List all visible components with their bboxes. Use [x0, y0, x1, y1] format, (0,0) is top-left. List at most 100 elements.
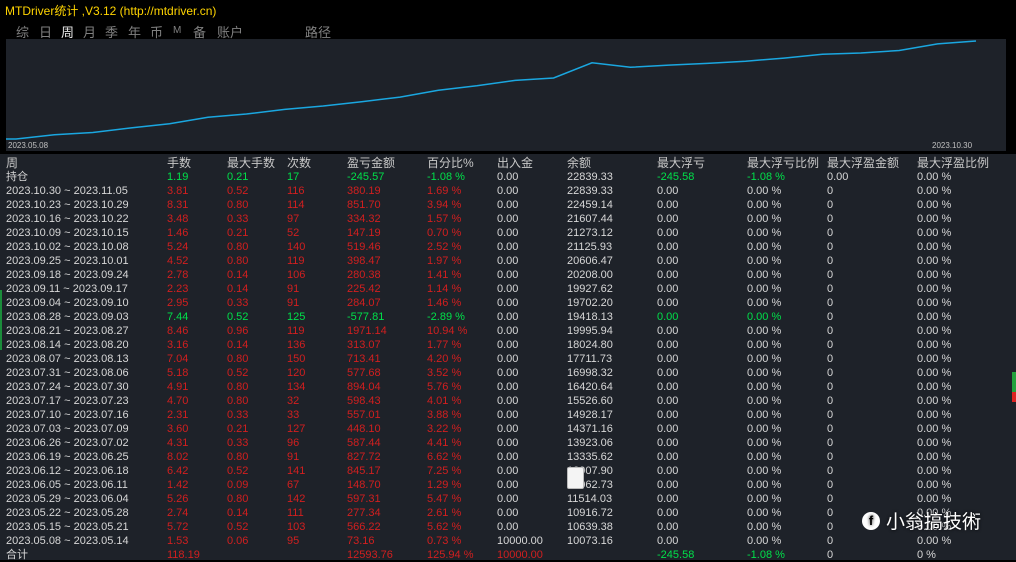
cell-max-float-loss-ratio: 0.00 %	[747, 241, 782, 253]
cell-trades: 141	[287, 465, 306, 477]
cell-max-float-profit-ratio: 0.00 %	[917, 465, 952, 477]
cell-max-float-profit-ratio: 0.00 %	[917, 227, 952, 239]
cell-trades: 142	[287, 493, 306, 505]
cell-balance: 10639.38	[567, 521, 613, 533]
tab-8[interactable]: 备	[193, 25, 207, 40]
cell-pct: 0.70 %	[427, 227, 462, 239]
tab-10[interactable]: 路径	[305, 25, 332, 40]
cell-pct: 3.52 %	[427, 367, 462, 379]
cell-trades: 52	[287, 227, 300, 239]
cell-week: 2023.08.21 ~ 2023.08.27	[6, 325, 129, 337]
cell-max-float-profit: 0	[827, 269, 834, 281]
cell-max-lots: 0.14	[227, 283, 249, 295]
cell-balance: 11514.03	[567, 493, 613, 505]
tab-5[interactable]: 年	[128, 25, 142, 40]
cell-week: 2023.07.03 ~ 2023.07.09	[6, 423, 129, 435]
cell-deposit: 0.00	[497, 255, 519, 267]
cell-max-lots: 0.80	[227, 493, 249, 505]
cell-week: 2023.10.16 ~ 2023.10.22	[6, 213, 129, 225]
cell-max-float-profit-ratio: 0.00 %	[917, 479, 952, 491]
cell-pnl: 398.47	[347, 255, 381, 267]
cell-deposit: 0.00	[497, 185, 519, 197]
tab-4[interactable]: 季	[105, 25, 119, 40]
cell-max-float-profit-ratio: 0.00 %	[917, 381, 952, 393]
total-deposit: 10000.00	[497, 549, 543, 561]
tab-9[interactable]: 账户	[217, 25, 244, 40]
cell-trades: 67	[287, 479, 300, 491]
cell-max-float-loss-ratio: 0.00 %	[747, 339, 782, 351]
cell-deposit: 0.00	[497, 521, 519, 533]
cell-max-float-loss-ratio: 0.00 %	[747, 269, 782, 281]
cell-deposit: 0.00	[497, 199, 519, 211]
cell-pnl: 827.72	[347, 451, 381, 463]
cell-trades: 33	[287, 409, 300, 421]
cell-lots: 2.23	[167, 283, 189, 295]
facebook-logo-icon: f	[862, 511, 880, 530]
header-max-float-profit-ratio: 最大浮盈比例	[917, 156, 990, 170]
cell-pnl: 577.68	[347, 367, 381, 379]
cell-pct: 4.20 %	[427, 353, 462, 365]
watermark-text: 小翁搞技術	[886, 512, 982, 533]
cell-lots: 3.16	[167, 339, 189, 351]
tab-3[interactable]: 月	[83, 25, 97, 40]
cell-lots: 5.18	[167, 367, 189, 379]
cell-pct: 7.25 %	[427, 465, 462, 477]
cell-max-float-loss: 0.00	[657, 381, 679, 393]
cell-balance: 13335.62	[567, 451, 613, 463]
cell-max-float-profit: 0	[827, 353, 834, 365]
cell-max-float-loss: 0.00	[657, 493, 679, 505]
cell-max-lots: 0.80	[227, 241, 249, 253]
cell-deposit: 0.00	[497, 451, 519, 463]
cell-lots: 6.42	[167, 465, 189, 477]
cell-lots: 4.52	[167, 255, 189, 267]
cell-max-float-profit-ratio: 0.00 %	[917, 521, 952, 533]
tab-6[interactable]: 币	[150, 25, 164, 40]
cell-pct: 5.76 %	[427, 381, 462, 393]
cell-week: 2023.10.09 ~ 2023.10.15	[6, 227, 129, 239]
cell-lots: 8.46	[167, 325, 189, 337]
cell-deposit: 0.00	[497, 479, 519, 491]
cell-deposit: 0.00	[497, 339, 519, 351]
header-lots: 手数	[167, 156, 192, 170]
cell-max-float-loss: 0.00	[657, 227, 679, 239]
tab-2[interactable]: 周	[61, 25, 75, 40]
header-pnl: 盈亏金额	[347, 156, 396, 170]
tab-0[interactable]: 综	[16, 25, 30, 40]
cell-max-float-loss-ratio: 0.00 %	[747, 395, 782, 407]
cell-max-float-profit: 0	[827, 395, 834, 407]
cell-lots: 5.24	[167, 241, 189, 253]
cell-max-lots: 0.14	[227, 339, 249, 351]
total-max-float-profit-ratio: 0 %	[917, 549, 936, 561]
right-edge-marker-green	[1012, 372, 1016, 397]
cell-balance: 22839.33	[567, 171, 613, 183]
right-edge-marker-red	[1012, 392, 1016, 402]
cell-max-float-profit-ratio: 0.00 %	[917, 451, 952, 463]
cell-max-lots: 0.96	[227, 325, 249, 337]
cell-max-float-profit-ratio: 0.00 %	[917, 185, 952, 197]
cell-week: 2023.07.17 ~ 2023.07.23	[6, 395, 129, 407]
cell-max-float-loss: 0.00	[657, 269, 679, 281]
window-title: MTDriver统计 ,V3.12 (http://mtdriver.cn)	[5, 4, 217, 18]
cell-pnl: 894.04	[347, 381, 381, 393]
cell-balance: 21273.12	[567, 227, 613, 239]
cell-max-float-profit: 0	[827, 213, 834, 225]
cell-max-float-loss: 0.00	[657, 311, 679, 323]
cell-max-float-profit: 0	[827, 367, 834, 379]
cell-pnl: 845.17	[347, 465, 381, 477]
cell-trades: 119	[287, 255, 305, 267]
cell-max-float-loss: 0.00	[657, 395, 679, 407]
tab-7[interactable]: M	[173, 25, 182, 36]
cell-pnl: 851.70	[347, 199, 381, 211]
cell-deposit: 0.00	[497, 297, 519, 309]
tab-1[interactable]: 日	[39, 25, 53, 40]
cell-trades: 140	[287, 241, 306, 253]
cell-max-float-loss: 0.00	[657, 423, 679, 435]
total-max-float-loss-ratio: -1.08 %	[747, 549, 785, 561]
cell-max-float-loss: 0.00	[657, 199, 679, 211]
cell-lots: 4.91	[167, 381, 189, 393]
balance-chart-svg	[6, 40, 977, 140]
cell-balance: 10073.16	[567, 535, 613, 547]
cell-max-lots: 0.06	[227, 535, 249, 547]
cell-balance: 19927.62	[567, 283, 613, 295]
cell-max-float-profit: 0	[827, 311, 834, 323]
